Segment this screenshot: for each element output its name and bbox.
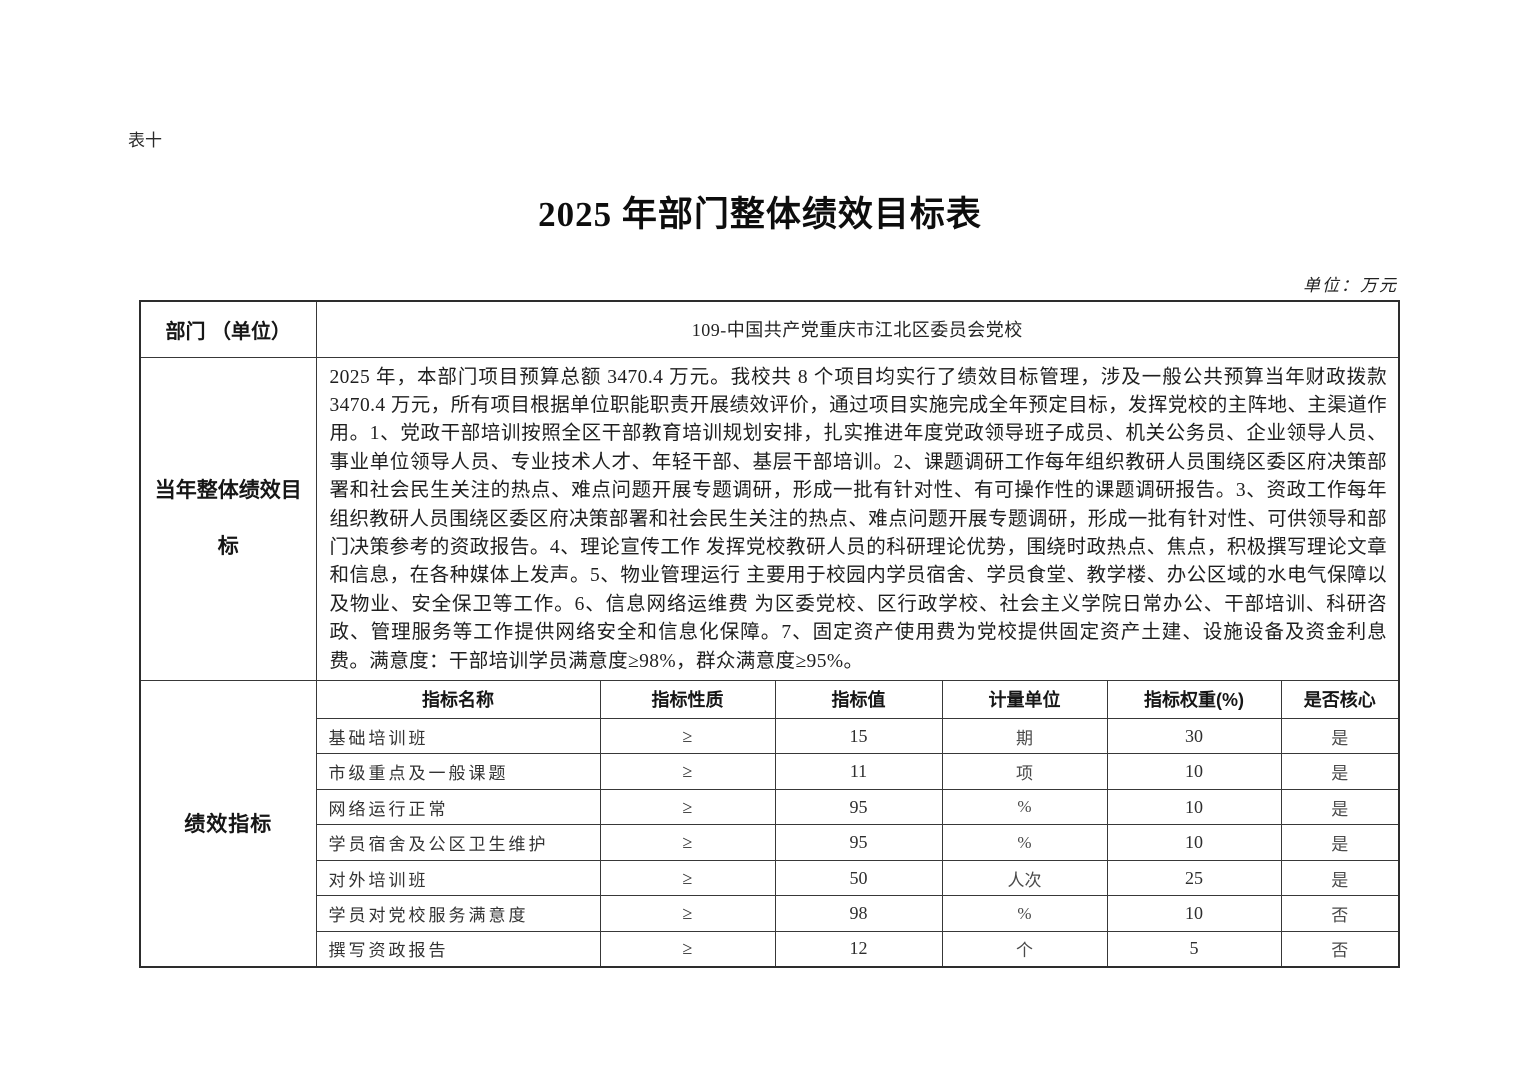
annual-goal-text-cell: 2025 年，本部门项目预算总额 3470.4 万元。我校共 8 个项目均实行了… — [315, 356, 1400, 681]
department-row: 部门 （单位） 109-中国共产党重庆市江北区委员会党校 — [139, 300, 1400, 358]
indicator-value: 95 — [774, 788, 943, 826]
header-indicator-name: 指标名称 — [315, 679, 601, 719]
measure-unit: % — [941, 895, 1108, 932]
indicator-value: 15 — [774, 717, 943, 755]
indicator-nature: ≥ — [599, 895, 776, 932]
indicator-weight: 25 — [1106, 859, 1282, 897]
annual-goal-row: 当年整体绩效目标 2025 年，本部门项目预算总额 3470.4 万元。我校共 … — [139, 356, 1400, 681]
page-title: 2025 年部门整体绩效目标表 — [538, 195, 982, 234]
indicator-weight: 10 — [1106, 895, 1282, 932]
header-indicator-weight: 指标权重(%) — [1106, 679, 1282, 719]
is-core: 是 — [1280, 788, 1400, 826]
indicator-nature: ≥ — [599, 788, 776, 826]
indicator-value: 12 — [774, 930, 943, 968]
indicator-weight: 30 — [1106, 717, 1282, 755]
is-core: 否 — [1280, 895, 1400, 932]
indicator-value: 11 — [774, 753, 943, 790]
indicator-nature: ≥ — [599, 824, 776, 861]
measure-unit: 项 — [941, 753, 1108, 790]
indicator-row: 学员宿舍及公区卫生维护 ≥ 95 % 10 是 — [140, 824, 1400, 861]
indicator-name: 基础培训班 — [315, 717, 601, 755]
indicator-nature: ≥ — [599, 930, 776, 968]
form-tag: 表十 — [128, 131, 162, 150]
is-core: 是 — [1280, 824, 1400, 861]
is-core: 是 — [1280, 859, 1400, 897]
indicator-name: 市级重点及一般课题 — [315, 753, 601, 790]
is-core: 是 — [1280, 717, 1400, 755]
measure-unit: % — [941, 788, 1108, 826]
indicator-nature: ≥ — [599, 717, 776, 755]
indicator-row: 学员对党校服务满意度 ≥ 98 % 10 否 — [140, 895, 1400, 932]
header-indicator-nature: 指标性质 — [599, 679, 776, 719]
indicator-weight: 5 — [1106, 930, 1282, 968]
indicator-value: 50 — [774, 859, 943, 897]
indicator-row: 对外培训班 ≥ 50 人次 25 是 — [140, 859, 1400, 897]
header-indicator-value: 指标值 — [774, 679, 943, 719]
indicator-value: 95 — [774, 824, 943, 861]
indicator-weight: 10 — [1106, 788, 1282, 826]
indicator-weight: 10 — [1106, 753, 1282, 790]
indicators-label: 绩效指标 — [139, 679, 317, 968]
measure-unit: % — [941, 824, 1108, 861]
measure-unit: 个 — [941, 930, 1108, 968]
indicator-nature: ≥ — [599, 859, 776, 897]
indicator-name: 网络运行正常 — [315, 788, 601, 826]
department-label: 部门 （单位） — [139, 300, 317, 358]
performance-target-table: 部门 （单位） 109-中国共产党重庆市江北区委员会党校 当年整体绩效目标 20… — [139, 300, 1401, 968]
indicator-row: 基础培训班 ≥ 15 期 30 是 — [140, 717, 1400, 755]
department-value: 109-中国共产党重庆市江北区委员会党校 — [315, 300, 1400, 358]
indicator-name: 撰写资政报告 — [315, 930, 601, 968]
indicator-value: 98 — [774, 895, 943, 932]
indicator-header-row: 绩效指标 指标名称 指标性质 指标值 计量单位 指标权重(%) 是否核心 — [139, 679, 1400, 968]
is-core: 否 — [1280, 930, 1400, 968]
header-is-core: 是否核心 — [1280, 679, 1400, 719]
indicator-row: 撰写资政报告 ≥ 12 个 5 否 — [140, 930, 1400, 968]
unit-note: 单位：万元 — [1303, 276, 1398, 295]
measure-unit: 期 — [941, 717, 1108, 755]
header-measure-unit: 计量单位 — [941, 679, 1108, 719]
indicator-row: 网络运行正常 ≥ 95 % 10 是 — [140, 788, 1400, 826]
is-core: 是 — [1280, 753, 1400, 790]
indicator-name: 学员宿舍及公区卫生维护 — [315, 824, 601, 861]
indicator-row: 市级重点及一般课题 ≥ 11 项 10 是 — [140, 753, 1400, 790]
annual-goal-label: 当年整体绩效目标 — [139, 356, 317, 681]
indicator-name: 对外培训班 — [315, 859, 601, 897]
indicator-nature: ≥ — [599, 753, 776, 790]
annual-goal-text: 2025 年，本部门项目预算总额 3470.4 万元。我校共 8 个项目均实行了… — [329, 366, 1388, 672]
indicator-weight: 10 — [1106, 824, 1282, 861]
indicator-name: 学员对党校服务满意度 — [315, 895, 601, 932]
measure-unit: 人次 — [941, 859, 1108, 897]
